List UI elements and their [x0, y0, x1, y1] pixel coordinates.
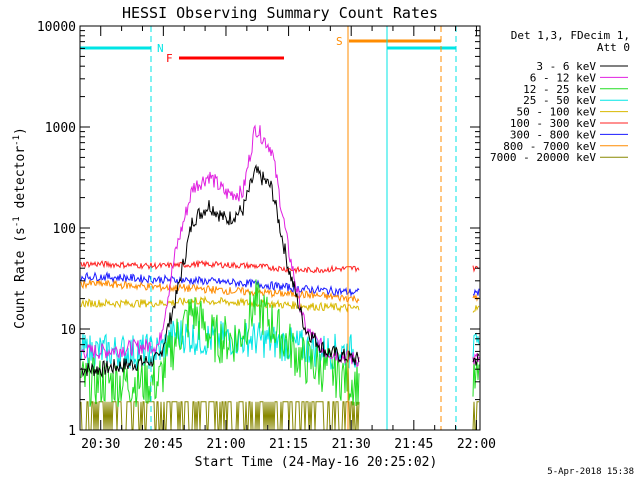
series-100-300-kev [80, 259, 480, 275]
x-tick-label: 21:15 [269, 437, 308, 452]
y-axis: 1 10 100 1000 10000 [37, 20, 480, 439]
legend-label: 3 - 6 keV [536, 60, 596, 73]
flag-layer: N F S [80, 26, 457, 430]
x-tick-label: 21:45 [394, 437, 433, 452]
x-tick-label: 21:30 [332, 437, 371, 452]
chart-title: HESSI Observing Summary Count Rates [122, 4, 438, 22]
series-12-25-kev [80, 279, 480, 407]
x-tick-label: 21:00 [206, 437, 245, 452]
legend-label: 800 - 7000 keV [503, 140, 596, 153]
y-tick-label: 10 [60, 323, 76, 338]
y-tick-label: 1000 [45, 121, 76, 136]
x-tick-label: 20:45 [144, 437, 183, 452]
x-tick-label: 22:00 [457, 437, 496, 452]
legend-label: 100 - 300 keV [510, 117, 596, 130]
footer-date: 5-Apr-2018 15:38 [547, 467, 634, 477]
y-tick-label: 100 [53, 222, 76, 237]
series-3-6-kev [80, 164, 480, 379]
legend-label: 7000 - 20000 keV [490, 151, 596, 164]
x-tick-label: 20:30 [81, 437, 120, 452]
flag-f-label: F [166, 52, 173, 65]
legend-label: 300 - 800 keV [510, 128, 596, 141]
series-7000-20000-kev [80, 401, 479, 431]
series-50-100-kev [80, 295, 480, 313]
flag-n-label: N [157, 42, 164, 55]
legend-label: 50 - 100 keV [517, 106, 597, 119]
legend-label: 25 - 50 keV [523, 94, 596, 107]
series-800-7000-kev [80, 278, 480, 304]
data-layer [80, 124, 480, 431]
legend-header-1: Det 1,3, FDecim 1, [511, 29, 630, 42]
legend-label: 12 - 25 keV [523, 83, 596, 96]
legend-header-2: Att 0 [597, 41, 630, 54]
legend-label: 6 - 12 keV [530, 71, 597, 84]
series-6-12-kev [81, 124, 480, 368]
flag-s-label: S [336, 35, 343, 48]
series-300-800-kev [80, 271, 480, 298]
y-axis-label: Count Rate (s-1 detector-1) [12, 127, 28, 329]
y-tick-label: 1 [68, 424, 76, 439]
x-axis-label: Start Time (24-May-16 20:25:02) [195, 455, 438, 470]
y-tick-label: 10000 [37, 20, 76, 35]
x-axis: 20:30 20:45 21:00 21:15 21:30 21:45 22:00 [81, 26, 496, 452]
